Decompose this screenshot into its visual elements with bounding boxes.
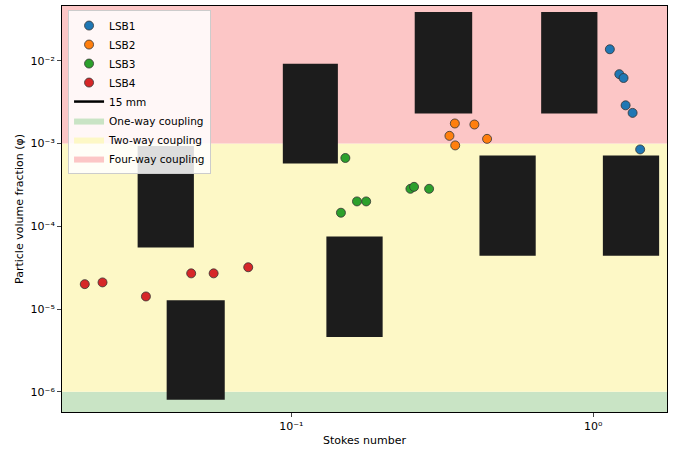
svg-text:10⁻⁶: 10⁻⁶ — [31, 386, 56, 399]
svg-text:LSB3: LSB3 — [109, 58, 135, 70]
svg-text:Two-way coupling: Two-way coupling — [108, 134, 202, 146]
svg-text:10⁻²: 10⁻² — [31, 55, 55, 68]
svg-text:10⁻⁴: 10⁻⁴ — [31, 220, 56, 233]
svg-text:LSB1: LSB1 — [109, 20, 135, 32]
svg-text:Four-way coupling: Four-way coupling — [109, 153, 204, 165]
svg-text:10⁻⁵: 10⁻⁵ — [31, 303, 55, 316]
svg-text:10⁻³: 10⁻³ — [31, 137, 55, 150]
svg-text:One-way coupling: One-way coupling — [109, 115, 203, 127]
svg-text:LSB2: LSB2 — [109, 39, 135, 51]
svg-text:15 mm: 15 mm — [109, 96, 146, 108]
svg-text:Stokes number: Stokes number — [323, 434, 406, 447]
svg-text:10⁻¹: 10⁻¹ — [279, 420, 303, 433]
svg-text:10⁰: 10⁰ — [584, 420, 603, 433]
svg-text:LSB4: LSB4 — [109, 77, 136, 89]
svg-text:Particle volume fraction (φ): Particle volume fraction (φ) — [13, 134, 26, 284]
